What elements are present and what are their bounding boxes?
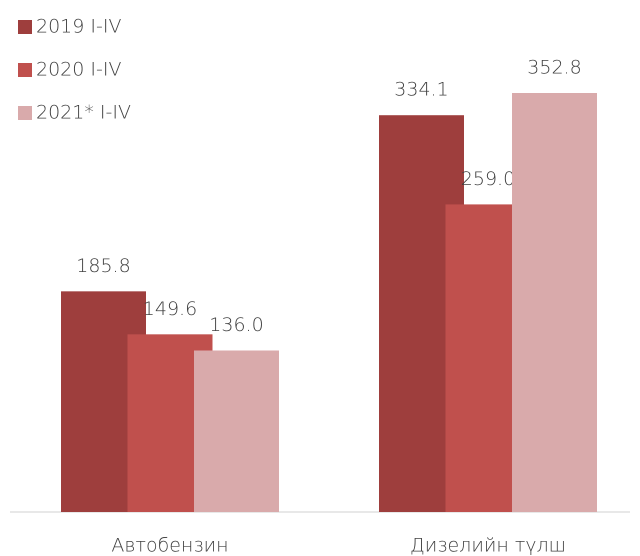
data-label: 185.8	[76, 255, 130, 277]
bar	[512, 93, 597, 512]
x-tick-label: Дизелийн түлш	[410, 535, 566, 556]
legend-label: 2019 I-IV	[36, 16, 121, 38]
data-label: 352.8	[527, 57, 581, 79]
legend-label: 2021* I-IV	[36, 102, 131, 124]
bar	[194, 350, 279, 512]
data-label: 259.0	[461, 168, 515, 190]
legend-label: 2020 I-IV	[36, 59, 121, 81]
data-label: 334.1	[394, 79, 448, 101]
legend-swatch	[18, 106, 32, 120]
data-label: 136.0	[209, 314, 263, 336]
x-tick-label: Автобензин	[111, 535, 228, 556]
data-label: 149.6	[143, 298, 197, 320]
legend-swatch	[18, 20, 32, 34]
legend-swatch	[18, 63, 32, 77]
